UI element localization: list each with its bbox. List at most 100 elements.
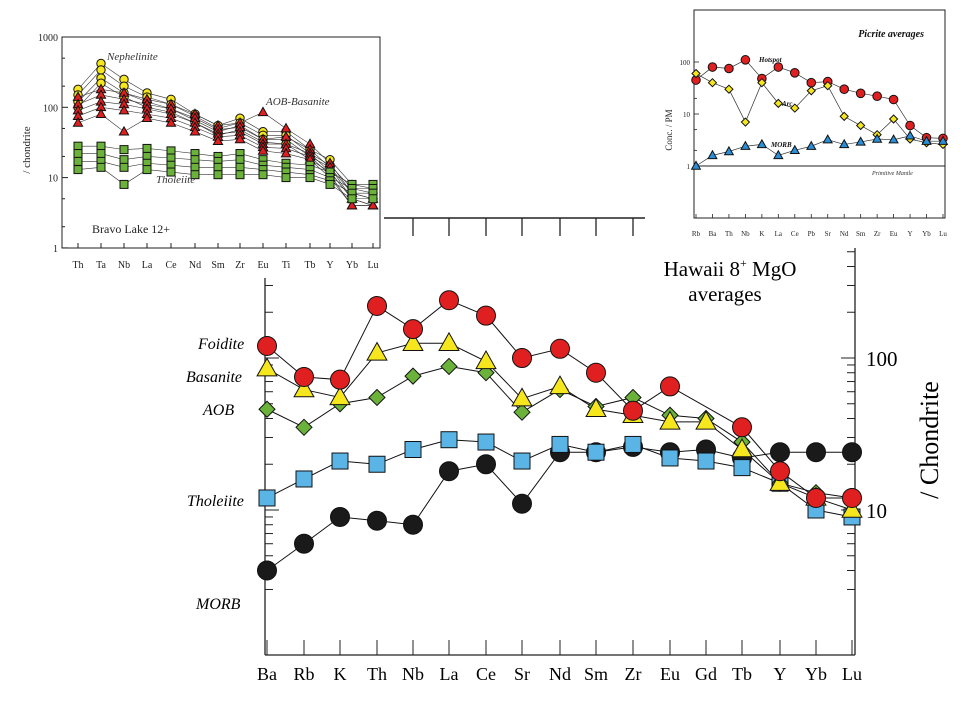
hawaii-x-tick-label: Eu: [660, 664, 680, 684]
point-morb: [439, 461, 459, 482]
picrite-x-tick-label: K: [759, 230, 764, 238]
picrite-point-arc: [806, 86, 816, 96]
point-morb: [367, 510, 387, 531]
primitive-mantle-label: Primitive Mantle: [871, 171, 913, 177]
bravo-lake-point-tholeiite: [73, 141, 83, 151]
picrite-x-tick-label: Lu: [939, 230, 947, 238]
bravo-lake-point-aob: [72, 117, 84, 127]
point-tholeiite: [624, 435, 642, 453]
bravo-lake-point-tholeiite: [305, 173, 315, 183]
point-foidite: [806, 487, 826, 508]
bravo-lake-point-tholeiite: [96, 149, 106, 159]
hawaii-x-tick-label: K: [334, 664, 347, 684]
point-morb: [806, 442, 826, 463]
bravo-lake-y-tick-label: 10: [48, 174, 58, 185]
point-tholeiite: [513, 452, 531, 470]
point-basanite: [402, 331, 424, 351]
point-foidite: [367, 295, 387, 316]
point-aob: [513, 403, 531, 421]
point-foidite: [330, 369, 350, 390]
bravo-lake-point-tholeiite: [325, 179, 335, 189]
picrite-x-tick-label: Y: [908, 230, 913, 238]
point-basanite: [549, 375, 571, 395]
picrite-series: [690, 55, 949, 170]
point-basanite: [659, 410, 681, 430]
bravo-lake-x-tick-label: Zr: [235, 260, 245, 271]
picrite-y-tick-label: 10: [683, 111, 691, 119]
point-tholeiite: [697, 452, 715, 470]
bravo-lake-background: [0, 10, 382, 278]
hawaii-x-tick-label: Yb: [805, 664, 827, 684]
point-tholeiite: [551, 435, 569, 453]
point-aob: [404, 367, 422, 385]
hawaii-title-line2: averages: [688, 282, 761, 306]
bravo-lake-point-aob: [165, 117, 177, 127]
picrite-point-hotspot: [773, 62, 784, 72]
picrite-point-arc: [691, 68, 701, 79]
point-foidite: [512, 348, 532, 368]
hawaii-title: Hawaii 8+ MgO: [664, 256, 797, 281]
series-label-aob: AOB: [202, 402, 234, 419]
bravo-lake-y-tick-label: 1000: [38, 33, 58, 44]
bravo-lake-point-aob: [95, 108, 107, 118]
point-basanite: [511, 387, 533, 407]
annotation-tholeiite: Tholeiite: [156, 174, 195, 186]
hawaii-axes: 100 10 Ba Rb K Th Nb La Ce Sr Nd Sm Zr Eu Gd Tb Y Yb Lu: [257, 248, 898, 684]
bravo-lake-x-tick-label: Ta: [96, 260, 106, 271]
point-morb: [330, 506, 350, 527]
point-tholeiite: [404, 441, 422, 459]
picrite-point-morb: [690, 160, 702, 170]
point-basanite: [841, 498, 863, 518]
bravo-lake-point-tholeiite: [73, 165, 83, 175]
hawaii-x-tick-label: La: [440, 664, 459, 684]
picrite-point-hotspot: [790, 67, 800, 78]
picrite-x-tick-label: Nd: [840, 230, 849, 238]
picrite-point-arc: [855, 120, 866, 131]
bravo-lake-point-nephelinite: [96, 65, 106, 75]
bravo-lake-chart: 1000 100 10 1 Th Ta Nb La Ce Nd Sm Zr Eu Ti Tb Y Yb Lu / …: [0, 10, 382, 278]
series-label-tholeiite: Tholeiite: [187, 493, 244, 510]
picrite-x-tick-label: Sr: [825, 230, 832, 238]
picrite-x-tick-label: La: [775, 230, 783, 238]
bravo-lake-point-tholeiite: [213, 170, 223, 180]
bravo-lake-point-aob: [212, 135, 224, 146]
hawaii-x-tick-label: Lu: [842, 664, 862, 684]
hawaii-x-tick-label: Th: [367, 664, 387, 684]
point-tholeiite: [661, 449, 679, 467]
picrite-y-tick-label: 1: [687, 163, 691, 171]
hawaii-x-tick-label: Sm: [584, 664, 608, 684]
bravo-lake-point-tholeiite: [235, 155, 245, 165]
hawaii-x-tick-label: Nd: [549, 664, 571, 684]
point-foidite: [550, 338, 570, 359]
point-morb: [770, 442, 790, 463]
point-tholeiite: [587, 443, 605, 461]
picrite-point-morb: [904, 130, 916, 140]
point-foidite: [623, 400, 643, 421]
picrite-point-arc: [757, 77, 767, 88]
hawaii-chart: 100 10 Ba Rb K Th Nb La Ce Sr Nd Sm Zr Eu Gd Tb Y Yb Lu Fo…: [186, 217, 944, 684]
bravo-lake-series: [72, 58, 379, 210]
bravo-lake-x-tick-label: Ce: [165, 260, 177, 271]
point-aob: [258, 400, 276, 418]
picrite-x-tick-label: Yb: [922, 230, 931, 238]
picrite-point-hotspot: [855, 88, 866, 99]
point-basanite: [256, 357, 278, 377]
hawaii-y-tick-label: 100: [866, 347, 898, 371]
picrite-point-arc: [888, 114, 899, 124]
picrite-ticks: 100 10 1 Rb Ba Th Nb K La Ce Pb Sr Nd Sm Zr Eu Y Yb Lu: [680, 59, 948, 238]
point-tholeiite: [733, 459, 751, 477]
point-foidite: [586, 362, 606, 383]
point-basanite: [695, 410, 717, 430]
point-foidite: [403, 319, 423, 340]
bravo-lake-ticks: 1000 100 10 1 Th Ta Nb La Ce Nd Sm Zr Eu Ti Tb Y Yb Lu: [38, 33, 379, 271]
bravo-lake-x-tick-label: Nd: [189, 260, 201, 271]
bravo-lake-point-tholeiite: [235, 162, 245, 172]
hawaii-labels: Foidite Basanite AOB Tholeiite MORB: [186, 336, 244, 613]
point-basanite: [293, 378, 315, 398]
bravo-lake-point-tholeiite: [258, 170, 268, 180]
hawaii-y-axis-label: / Chondrite: [915, 381, 944, 499]
picrite-y-tick-label: 100: [680, 59, 691, 67]
bravo-lake-x-tick-label: Eu: [257, 260, 268, 271]
bravo-lake-frame: [61, 36, 381, 249]
picrite-x-tick-label: Ba: [709, 230, 718, 238]
